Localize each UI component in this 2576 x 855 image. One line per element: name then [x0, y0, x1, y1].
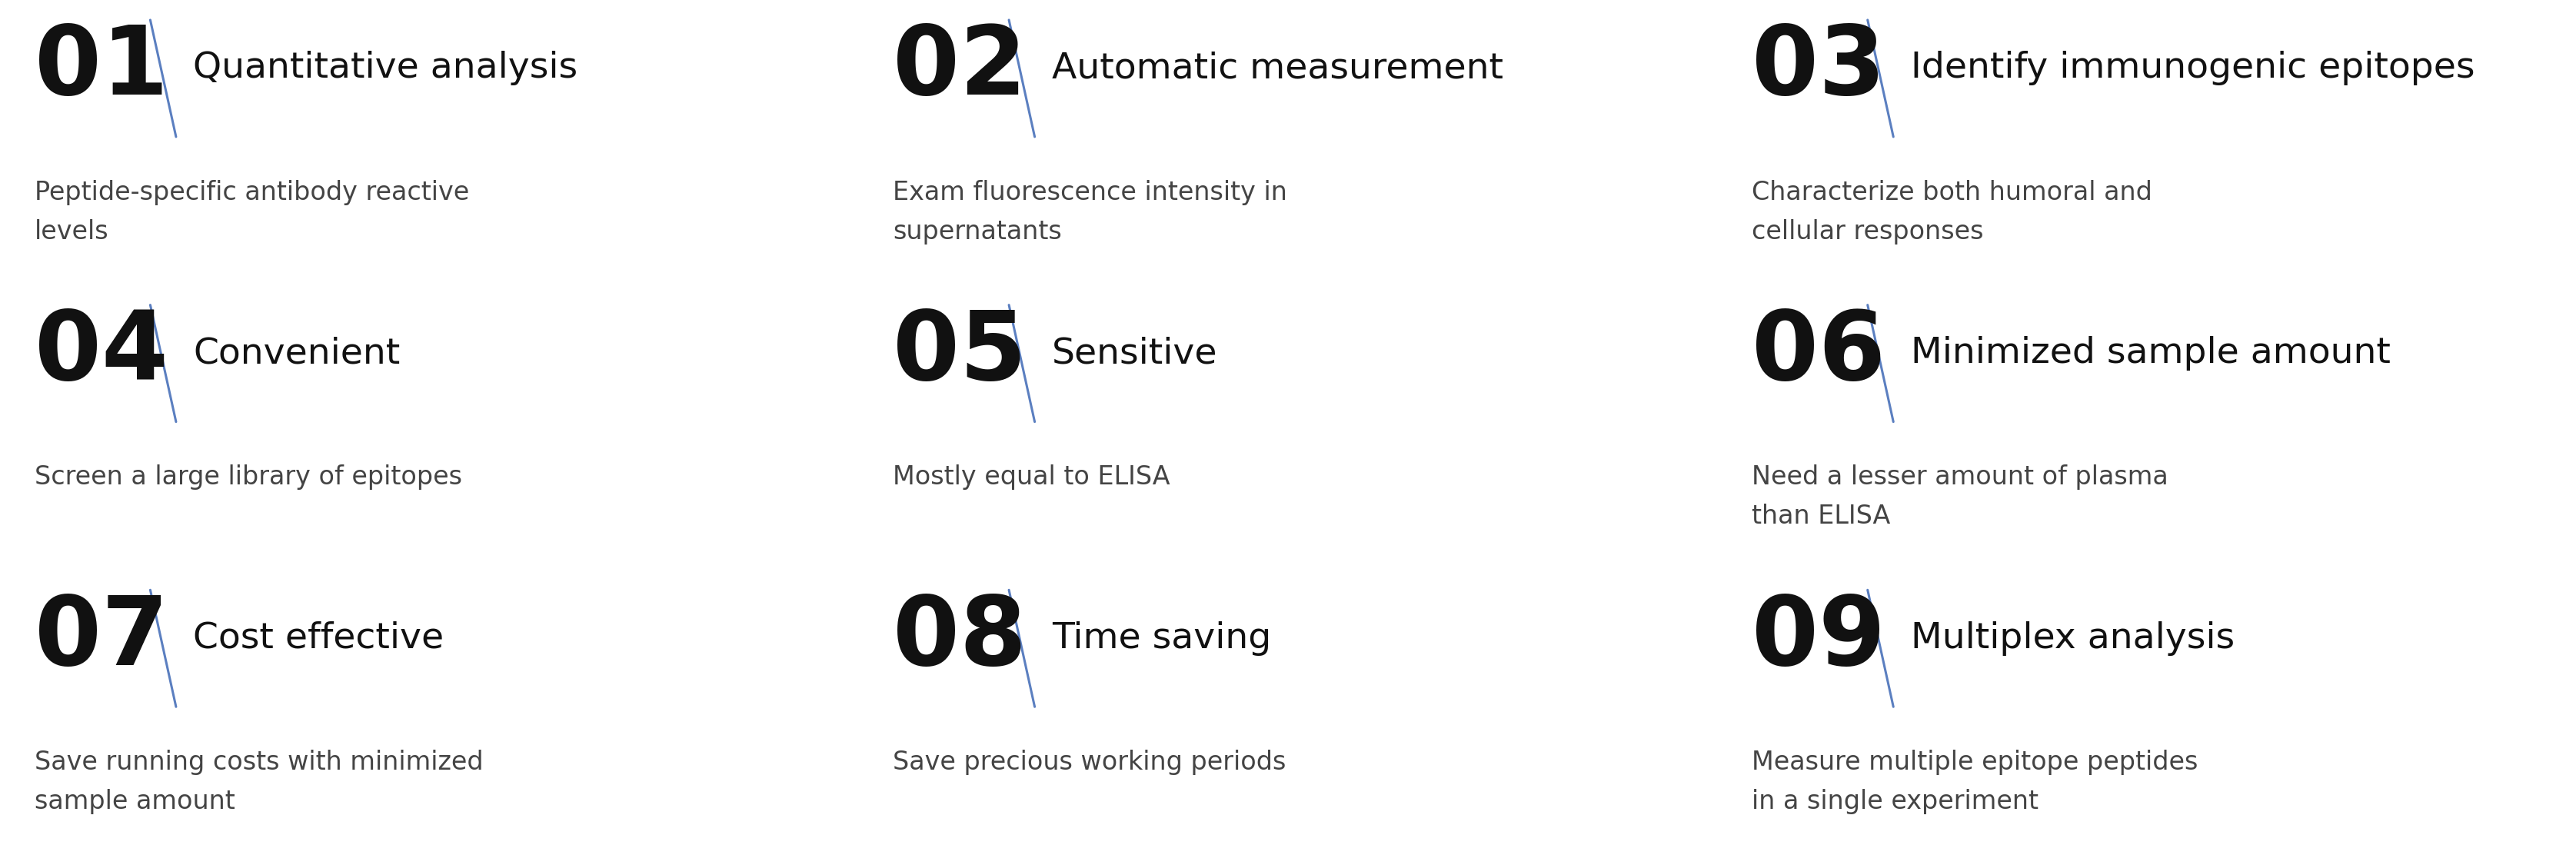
Text: Measure multiple epitope peptides
in a single experiment: Measure multiple epitope peptides in a s… — [1752, 750, 2197, 814]
Text: 08: 08 — [894, 592, 1028, 685]
Text: Minimized sample amount: Minimized sample amount — [1911, 336, 2391, 371]
Text: Screen a large library of epitopes: Screen a large library of epitopes — [33, 464, 461, 490]
Text: 01: 01 — [33, 22, 167, 115]
Text: Quantitative analysis: Quantitative analysis — [193, 51, 577, 86]
Text: Multiplex analysis: Multiplex analysis — [1911, 621, 2233, 656]
Text: 03: 03 — [1752, 22, 1886, 115]
Text: Cost effective: Cost effective — [193, 621, 443, 656]
Text: Sensitive: Sensitive — [1051, 336, 1218, 371]
Text: Convenient: Convenient — [193, 336, 399, 371]
Text: Mostly equal to ELISA: Mostly equal to ELISA — [894, 464, 1170, 490]
Text: 09: 09 — [1752, 592, 1886, 685]
Text: Save running costs with minimized
sample amount: Save running costs with minimized sample… — [33, 750, 484, 814]
Text: Automatic measurement: Automatic measurement — [1051, 51, 1504, 86]
Text: Save precious working periods: Save precious working periods — [894, 750, 1285, 775]
Text: 02: 02 — [894, 22, 1028, 115]
Text: Time saving: Time saving — [1051, 621, 1270, 656]
Text: Peptide-specific antibody reactive
levels: Peptide-specific antibody reactive level… — [33, 180, 469, 245]
Text: Need a lesser amount of plasma
than ELISA: Need a lesser amount of plasma than ELIS… — [1752, 464, 2169, 529]
Text: Identify immunogenic epitopes: Identify immunogenic epitopes — [1911, 51, 2476, 86]
Text: Exam fluorescence intensity in
supernatants: Exam fluorescence intensity in supernata… — [894, 180, 1288, 245]
Text: 06: 06 — [1752, 307, 1886, 400]
Text: 05: 05 — [894, 307, 1028, 400]
Text: 04: 04 — [33, 307, 167, 400]
Text: Characterize both humoral and
cellular responses: Characterize both humoral and cellular r… — [1752, 180, 2151, 245]
Text: 07: 07 — [33, 592, 167, 685]
